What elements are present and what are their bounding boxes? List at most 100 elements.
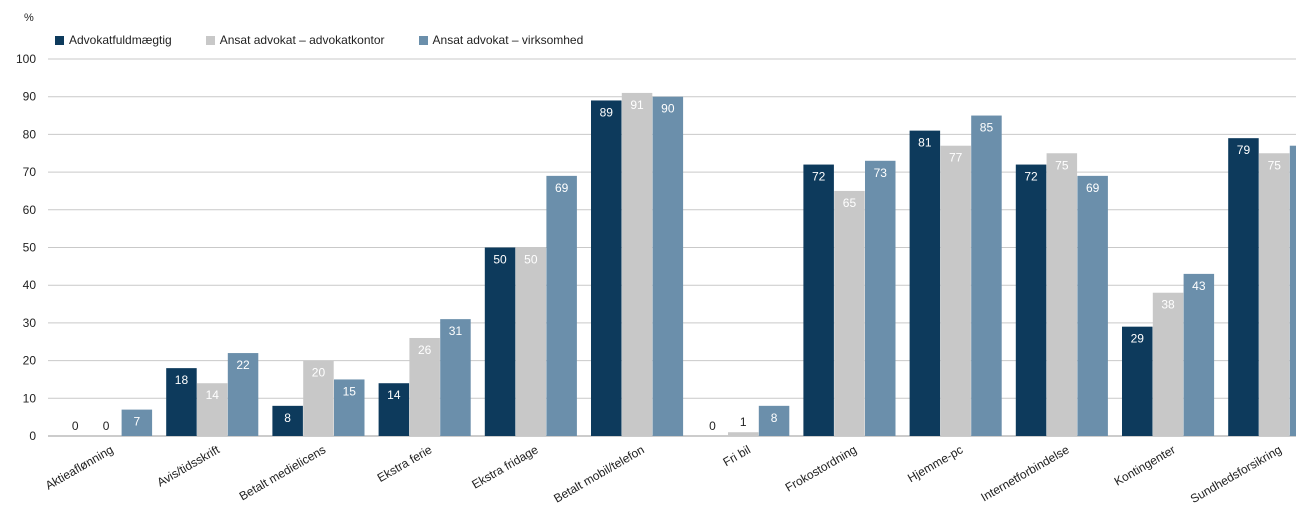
data-label-ekstra-ferie-series-1: 14 <box>387 388 401 402</box>
y-axis-unit-label: % <box>24 12 34 24</box>
data-label-avis-tidsskrift-series-3: 22 <box>236 358 250 372</box>
data-label-ekstra-fridage-series-2: 50 <box>524 253 538 267</box>
y-tick-label-90: 90 <box>23 90 37 104</box>
data-label-aktieafl-nning-series-1: 0 <box>72 419 79 433</box>
data-label-fri-bil-series-1: 0 <box>709 419 716 433</box>
bar-fri-bil-series-3 <box>758 405 790 436</box>
data-label-hjemme-pc-series-3: 85 <box>980 121 994 135</box>
legend-swatch-virksomhed <box>418 35 428 45</box>
data-label-sundhedsforsikring-series-2: 75 <box>1268 158 1282 172</box>
y-tick-label-20: 20 <box>23 354 37 368</box>
bar-betalt-mobil-telefon-series-2 <box>621 92 653 437</box>
data-label-kontingenter-series-3: 43 <box>1192 279 1206 293</box>
data-label-fri-bil-series-3: 8 <box>771 411 778 425</box>
bar-ekstra-fridage-series-3 <box>546 175 577 436</box>
bar-kontingenter-series-1 <box>1122 326 1153 436</box>
bar-betalt-medielicens-series-2 <box>303 360 334 436</box>
bar-fri-bil-series-2 <box>728 432 759 436</box>
data-label-ekstra-ferie-series-3: 31 <box>449 324 463 338</box>
y-tick-label-70: 70 <box>23 165 37 179</box>
data-label-hjemme-pc-series-1: 81 <box>918 136 932 150</box>
bar-betalt-medielicens-series-1 <box>272 405 303 436</box>
x-category-label-betalt-medielicens: Betalt medielicens <box>237 442 328 503</box>
bar-frokostordning-series-2 <box>834 190 865 436</box>
x-category-label-hjemme-pc: Hjemme-pc <box>905 442 965 485</box>
bar-avis-tidsskrift-series-3 <box>227 353 259 436</box>
bar-internetforbindelse-series-3 <box>1077 175 1108 436</box>
y-tick-label-0: 0 <box>29 429 36 443</box>
bar-avis-tidsskrift-series-2 <box>197 383 228 436</box>
data-label-aktieafl-nning-series-3: 7 <box>134 415 141 429</box>
data-label-fri-bil-series-2: 1 <box>740 415 747 429</box>
x-category-label-aktieafl-nning: Aktieaflønning <box>43 442 116 492</box>
bar-ekstra-ferie-series-3 <box>440 319 471 436</box>
y-tick-label-10: 10 <box>23 391 37 405</box>
legend-swatch-advokatfuldmaegtig <box>55 35 64 45</box>
legend-item-advokatkontor: Ansat advokat – advokatkontor <box>205 33 385 47</box>
data-label-avis-tidsskrift-series-2: 14 <box>206 388 220 402</box>
y-tick-label-80: 80 <box>23 127 37 141</box>
bar-ekstra-fridage-series-1 <box>484 247 516 436</box>
bar-internetforbindelse-series-2 <box>1046 153 1078 436</box>
bar-sundhedsforsikring-series-3 <box>1289 145 1296 436</box>
data-label-sundhedsforsikring-series-1: 79 <box>1237 143 1251 157</box>
data-label-internetforbindelse-series-3: 69 <box>1086 181 1100 195</box>
data-label-kontingenter-series-2: 38 <box>1161 298 1175 312</box>
x-category-label-betalt-mobil-telefon: Betalt mobil/telefon <box>551 442 646 505</box>
bar-ekstra-ferie-series-1 <box>378 383 410 436</box>
bar-sundhedsforsikring-series-2 <box>1259 153 1290 436</box>
bar-ekstra-ferie-series-2 <box>409 337 440 436</box>
data-label-ekstra-ferie-series-2: 26 <box>418 343 432 357</box>
y-tick-label-60: 60 <box>23 203 37 217</box>
data-label-betalt-medielicens-series-1: 8 <box>284 411 291 425</box>
data-label-aktieafl-nning-series-2: 0 <box>103 419 110 433</box>
y-tick-label-50: 50 <box>23 241 37 255</box>
data-label-ekstra-fridage-series-3: 69 <box>555 181 569 195</box>
bar-betalt-mobil-telefon-series-1 <box>591 100 622 436</box>
x-category-label-frokostordning: Frokostordning <box>783 442 859 494</box>
bar-hjemme-pc-series-2 <box>940 145 971 436</box>
bar-ekstra-fridage-series-2 <box>515 247 547 436</box>
data-label-betalt-mobil-telefon-series-2: 91 <box>630 98 644 112</box>
bar-sundhedsforsikring-series-1 <box>1228 138 1259 437</box>
legend-label-advokatfuldmaegtig: Advokatfuldmægtig <box>69 33 172 47</box>
bar-internetforbindelse-series-1 <box>1015 164 1047 436</box>
bar-avis-tidsskrift-series-1 <box>166 368 197 436</box>
y-tick-label-40: 40 <box>23 278 37 292</box>
bar-aktieafl-nning-series-3 <box>121 409 153 436</box>
data-label-hjemme-pc-series-2: 77 <box>949 151 963 165</box>
bar-betalt-mobil-telefon-series-3 <box>652 96 684 436</box>
legend-label-virksomhed: Ansat advokat – virksomhed <box>432 33 584 47</box>
data-label-betalt-mobil-telefon-series-1: 89 <box>600 105 614 119</box>
data-label-ekstra-fridage-series-1: 50 <box>493 253 507 267</box>
bar-frokostordning-series-3 <box>865 160 896 437</box>
data-label-frokostordning-series-1: 72 <box>812 170 826 184</box>
bar-hjemme-pc-series-1 <box>909 130 941 436</box>
x-category-label-ekstra-ferie: Ekstra ferie <box>375 442 435 485</box>
data-label-betalt-medielicens-series-3: 15 <box>343 384 357 398</box>
y-tick-label-30: 30 <box>23 316 37 330</box>
bar-betalt-medielicens-series-3 <box>334 379 365 436</box>
x-category-label-avis-tidsskrift: Avis/tidsskrift <box>154 442 222 489</box>
data-label-kontingenter-series-1: 29 <box>1131 332 1145 346</box>
x-category-label-internetforbindelse: Internetforbindelse <box>978 442 1071 504</box>
bar-kontingenter-series-3 <box>1183 273 1215 436</box>
bar-frokostordning-series-1 <box>803 164 834 436</box>
data-label-betalt-medielicens-series-2: 20 <box>312 366 326 380</box>
bar-hjemme-pc-series-3 <box>971 115 1002 437</box>
data-label-avis-tidsskrift-series-1: 18 <box>175 373 189 387</box>
x-category-label-kontingenter: Kontingenter <box>1112 442 1178 488</box>
legend-label-advokatkontor: Ansat advokat – advokatkontor <box>219 33 385 47</box>
data-label-internetforbindelse-series-1: 72 <box>1024 170 1038 184</box>
x-category-label-sundhedsforsikring: Sundhedsforsikring <box>1188 442 1284 505</box>
legend-swatch-advokatkontor <box>205 35 215 45</box>
data-label-betalt-mobil-telefon-series-3: 90 <box>661 102 675 116</box>
data-label-internetforbindelse-series-2: 75 <box>1055 158 1069 172</box>
legend-item-advokatfuldmaegtig: Advokatfuldmægtig <box>55 33 172 47</box>
chart-legend: Advokatfuldmægtig Ansat advokat – advoka… <box>55 33 583 47</box>
x-category-label-ekstra-fridage: Ekstra fridage <box>469 442 540 491</box>
y-tick-label-100: 100 <box>16 52 36 66</box>
data-label-frokostordning-series-3: 73 <box>874 166 888 180</box>
data-label-frokostordning-series-2: 65 <box>843 196 857 210</box>
